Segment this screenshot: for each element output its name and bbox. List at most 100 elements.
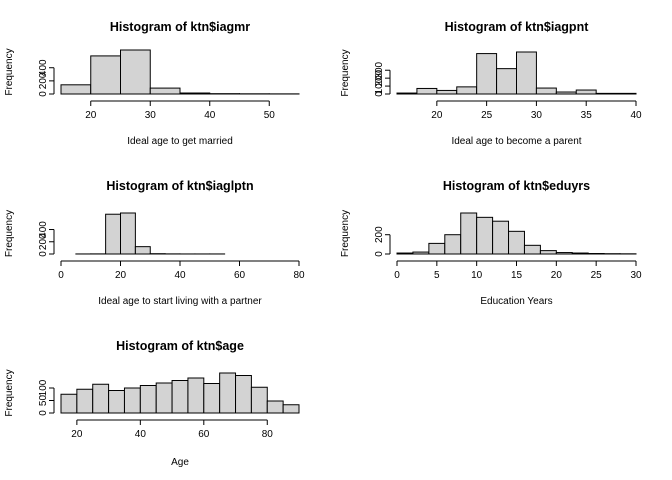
histogram-bar <box>76 388 94 414</box>
y-axis-label: Frequency <box>340 49 351 96</box>
histogram-bar <box>134 246 151 255</box>
histogram-bar <box>60 393 78 414</box>
chart-title: Histogram of ktn$age <box>116 339 244 353</box>
histogram-bar <box>456 86 478 95</box>
x-tick-label: 80 <box>293 270 305 281</box>
histogram-bar <box>120 49 151 95</box>
histogram-bar <box>575 89 597 95</box>
x-tick-label: 20 <box>551 270 563 281</box>
y-tick-label: 200 <box>374 69 385 86</box>
histogram-bar <box>412 251 430 255</box>
histogram-bar <box>235 375 252 414</box>
x-tick-label: 0 <box>58 270 64 281</box>
y-tick-label: 0 <box>38 410 49 416</box>
histogram-bar <box>266 400 284 414</box>
chart-title: Histogram of ktn$iagpnt <box>445 20 590 34</box>
histogram-bar <box>219 372 237 414</box>
y-tick-label: 400 <box>38 59 49 76</box>
histogram-bar <box>416 87 438 95</box>
x-tick-label: 5 <box>434 270 440 281</box>
x-axis-label: Age <box>171 457 189 468</box>
x-tick-label: 30 <box>531 110 543 121</box>
histogram-bar <box>476 53 498 95</box>
histogram-bar <box>149 87 181 95</box>
x-tick-label: 10 <box>471 270 483 281</box>
histogram-bar <box>123 387 141 414</box>
y-tick-label: 0 <box>38 91 49 97</box>
histogram-bar <box>595 92 637 95</box>
histogram-bar <box>139 385 157 414</box>
x-axis-label: Ideal age to start living with a partner <box>98 296 262 307</box>
x-tick-label: 20 <box>431 110 443 121</box>
chart-title: Histogram of ktn$eduyrs <box>443 179 590 193</box>
x-tick-label: 20 <box>115 270 127 281</box>
x-tick-label: 40 <box>135 429 147 440</box>
histogram-bar <box>92 383 110 414</box>
x-axis-label: Ideal age to get married <box>127 136 233 147</box>
histogram-bar <box>120 212 136 255</box>
histogram-bar <box>535 87 557 95</box>
histogram-panel-4: Histogram of ktn$eduyrs 0 5 10 15 20 25 30 0 200 E… <box>340 179 642 307</box>
histogram-bar <box>571 252 589 255</box>
histogram-bar <box>282 404 300 414</box>
y-tick-label: 0 <box>374 251 385 257</box>
histogram-bar <box>428 242 446 255</box>
y-tick-label: 200 <box>374 226 385 243</box>
x-axis-label: Education Years <box>480 296 552 307</box>
y-tick-label: 0 <box>374 91 385 97</box>
x-tick-label: 25 <box>481 110 493 121</box>
histogram-bar <box>436 89 458 95</box>
y-tick-label: 200 <box>38 233 49 250</box>
histogram-bar <box>523 244 541 255</box>
x-tick-label: 30 <box>630 270 642 281</box>
y-axis-label: Frequency <box>340 210 351 257</box>
x-tick-label: 40 <box>630 110 642 121</box>
x-tick-label: 25 <box>591 270 603 281</box>
y-tick-label: 0 <box>38 251 49 257</box>
x-tick-label: 30 <box>145 110 157 121</box>
histogram-bar <box>179 92 211 95</box>
histogram-bar <box>539 250 557 255</box>
histogram-bar <box>555 252 573 255</box>
chart-title: Histogram of ktn$iagmr <box>110 20 250 34</box>
y-tick-label: 50 <box>38 395 49 407</box>
histogram-bar <box>250 386 268 414</box>
x-tick-label: 15 <box>511 270 523 281</box>
x-tick-label: 40 <box>174 270 186 281</box>
histogram-bar <box>492 220 510 255</box>
y-axis-label: Frequency <box>4 369 15 416</box>
histogram-bar <box>187 377 205 414</box>
x-tick-label: 20 <box>85 110 97 121</box>
x-tick-label: 60 <box>198 429 210 440</box>
histogram-bar <box>396 92 418 95</box>
x-tick-label: 80 <box>262 429 274 440</box>
histogram-bar <box>203 383 221 414</box>
histogram-bar <box>444 234 462 255</box>
y-tick-label: 100 <box>374 77 385 94</box>
histogram-panel-2: Histogram of ktn$iagpnt 20 25 30 35 40 0100200… <box>340 20 642 147</box>
x-tick-label: 0 <box>394 270 400 281</box>
histogram-bar <box>496 68 518 95</box>
x-tick-label: 40 <box>204 110 216 121</box>
x-tick-label: 60 <box>234 270 246 281</box>
y-tick-label: 300 <box>374 61 385 78</box>
histogram-bar <box>105 213 121 255</box>
histogram-bar <box>108 390 125 414</box>
chart-title: Histogram of ktn$iaglptn <box>106 179 253 193</box>
x-tick-label: 35 <box>581 110 593 121</box>
histogram-bar <box>508 230 525 255</box>
histogram-bar <box>460 212 478 255</box>
x-tick-label: 50 <box>264 110 276 121</box>
histogram-bar <box>171 380 189 414</box>
histogram-bar <box>555 91 577 95</box>
y-tick-label: 200 <box>38 72 49 89</box>
x-tick-label: 20 <box>71 429 83 440</box>
x-axis-label: Ideal age to become a parent <box>451 136 581 147</box>
y-axis-label: Frequency <box>4 48 15 95</box>
histogram-bar <box>90 55 121 95</box>
y-tick-label: 400 <box>38 221 49 238</box>
y-axis-label: Frequency <box>4 210 15 257</box>
histogram-bar <box>155 382 173 414</box>
